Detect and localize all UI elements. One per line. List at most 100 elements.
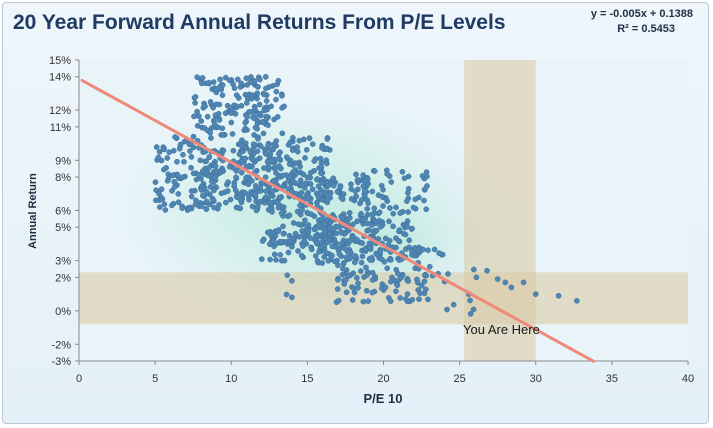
data-point bbox=[284, 272, 291, 279]
highlight-bands bbox=[79, 60, 688, 361]
data-point bbox=[229, 131, 236, 137]
data-point bbox=[238, 102, 245, 109]
data-point bbox=[318, 164, 325, 171]
data-point bbox=[365, 298, 371, 305]
data-point bbox=[334, 188, 341, 195]
data-point bbox=[363, 287, 370, 294]
data-point bbox=[357, 268, 364, 274]
y-tick-label: 2% bbox=[55, 272, 71, 284]
data-point bbox=[162, 207, 169, 213]
data-point bbox=[213, 86, 220, 93]
data-point bbox=[313, 232, 319, 239]
data-point bbox=[263, 188, 270, 194]
y-tick-label: -2% bbox=[51, 339, 71, 351]
data-point bbox=[369, 289, 376, 296]
data-point bbox=[192, 201, 199, 208]
axes: 0 5 10 15 20 25 30 35 40 -3% -2% 0% 2% 3% 5% 6% 8% 9% 11% 1… bbox=[49, 55, 694, 385]
data-point bbox=[318, 190, 325, 197]
data-point bbox=[305, 222, 312, 228]
data-point bbox=[228, 119, 235, 126]
data-point bbox=[267, 151, 274, 158]
data-point bbox=[203, 198, 210, 205]
data-point bbox=[425, 247, 431, 254]
data-point bbox=[286, 232, 293, 239]
data-point bbox=[233, 92, 240, 98]
data-point bbox=[364, 206, 371, 212]
data-point bbox=[279, 92, 285, 99]
data-point bbox=[254, 148, 261, 155]
data-point bbox=[174, 158, 180, 165]
data-point bbox=[351, 289, 358, 296]
data-point bbox=[275, 228, 282, 235]
data-point bbox=[254, 111, 261, 118]
data-point bbox=[319, 215, 326, 222]
data-point bbox=[180, 151, 186, 158]
data-point bbox=[262, 150, 269, 157]
data-point bbox=[260, 119, 266, 125]
data-point bbox=[232, 187, 239, 194]
data-point bbox=[301, 231, 307, 238]
data-point bbox=[216, 117, 223, 123]
data-point bbox=[291, 168, 297, 175]
data-point bbox=[393, 204, 399, 211]
y-tick-label: 3% bbox=[55, 256, 71, 268]
data-point bbox=[436, 250, 442, 257]
data-point bbox=[354, 176, 361, 183]
data-point bbox=[265, 122, 271, 128]
data-point bbox=[196, 113, 202, 120]
data-point bbox=[285, 185, 291, 192]
data-point bbox=[358, 210, 364, 217]
data-point bbox=[199, 192, 206, 199]
data-point bbox=[242, 189, 248, 196]
x-tick-label: 40 bbox=[682, 373, 694, 385]
data-point bbox=[156, 190, 162, 197]
data-point bbox=[378, 182, 385, 189]
data-point bbox=[228, 110, 234, 116]
x-tick-label: 0 bbox=[76, 373, 82, 385]
trendline-r-squared: R² = 0.5453 bbox=[617, 23, 675, 35]
data-point bbox=[426, 263, 433, 270]
data-point bbox=[271, 251, 278, 258]
data-point bbox=[243, 100, 250, 106]
data-point bbox=[198, 203, 205, 209]
data-point bbox=[532, 291, 539, 297]
data-point bbox=[399, 168, 406, 175]
data-point bbox=[363, 264, 369, 271]
data-point bbox=[185, 205, 192, 212]
data-point bbox=[354, 236, 360, 243]
data-point bbox=[348, 196, 355, 202]
y-tick-label: 11% bbox=[50, 122, 71, 134]
data-point bbox=[276, 194, 283, 201]
data-point bbox=[555, 292, 562, 299]
data-point bbox=[354, 218, 361, 225]
data-point bbox=[307, 169, 314, 176]
data-point bbox=[206, 154, 213, 160]
data-point bbox=[275, 204, 282, 211]
data-point bbox=[280, 223, 286, 230]
data-point bbox=[379, 193, 386, 200]
data-point bbox=[327, 225, 333, 231]
trendline-group bbox=[80, 78, 596, 363]
data-point bbox=[314, 257, 321, 264]
data-point bbox=[273, 88, 280, 95]
data-point bbox=[373, 227, 380, 234]
trendline-equation: y = -0.005x + 0.1388 bbox=[591, 8, 693, 20]
data-point bbox=[188, 154, 195, 160]
data-point bbox=[362, 246, 369, 253]
data-point bbox=[153, 144, 160, 150]
data-point bbox=[409, 296, 416, 303]
data-point bbox=[303, 146, 310, 153]
data-point bbox=[323, 160, 330, 167]
data-point bbox=[397, 210, 404, 216]
x-tick-label: 10 bbox=[225, 373, 237, 385]
x-tick-label: 5 bbox=[152, 373, 158, 385]
data-point bbox=[286, 161, 293, 167]
data-point bbox=[210, 197, 217, 203]
data-point bbox=[339, 196, 346, 203]
data-point bbox=[156, 197, 163, 204]
data-point bbox=[384, 265, 391, 272]
data-point bbox=[337, 184, 344, 190]
data-point bbox=[265, 142, 272, 148]
data-point bbox=[170, 147, 177, 154]
data-point bbox=[339, 215, 346, 221]
